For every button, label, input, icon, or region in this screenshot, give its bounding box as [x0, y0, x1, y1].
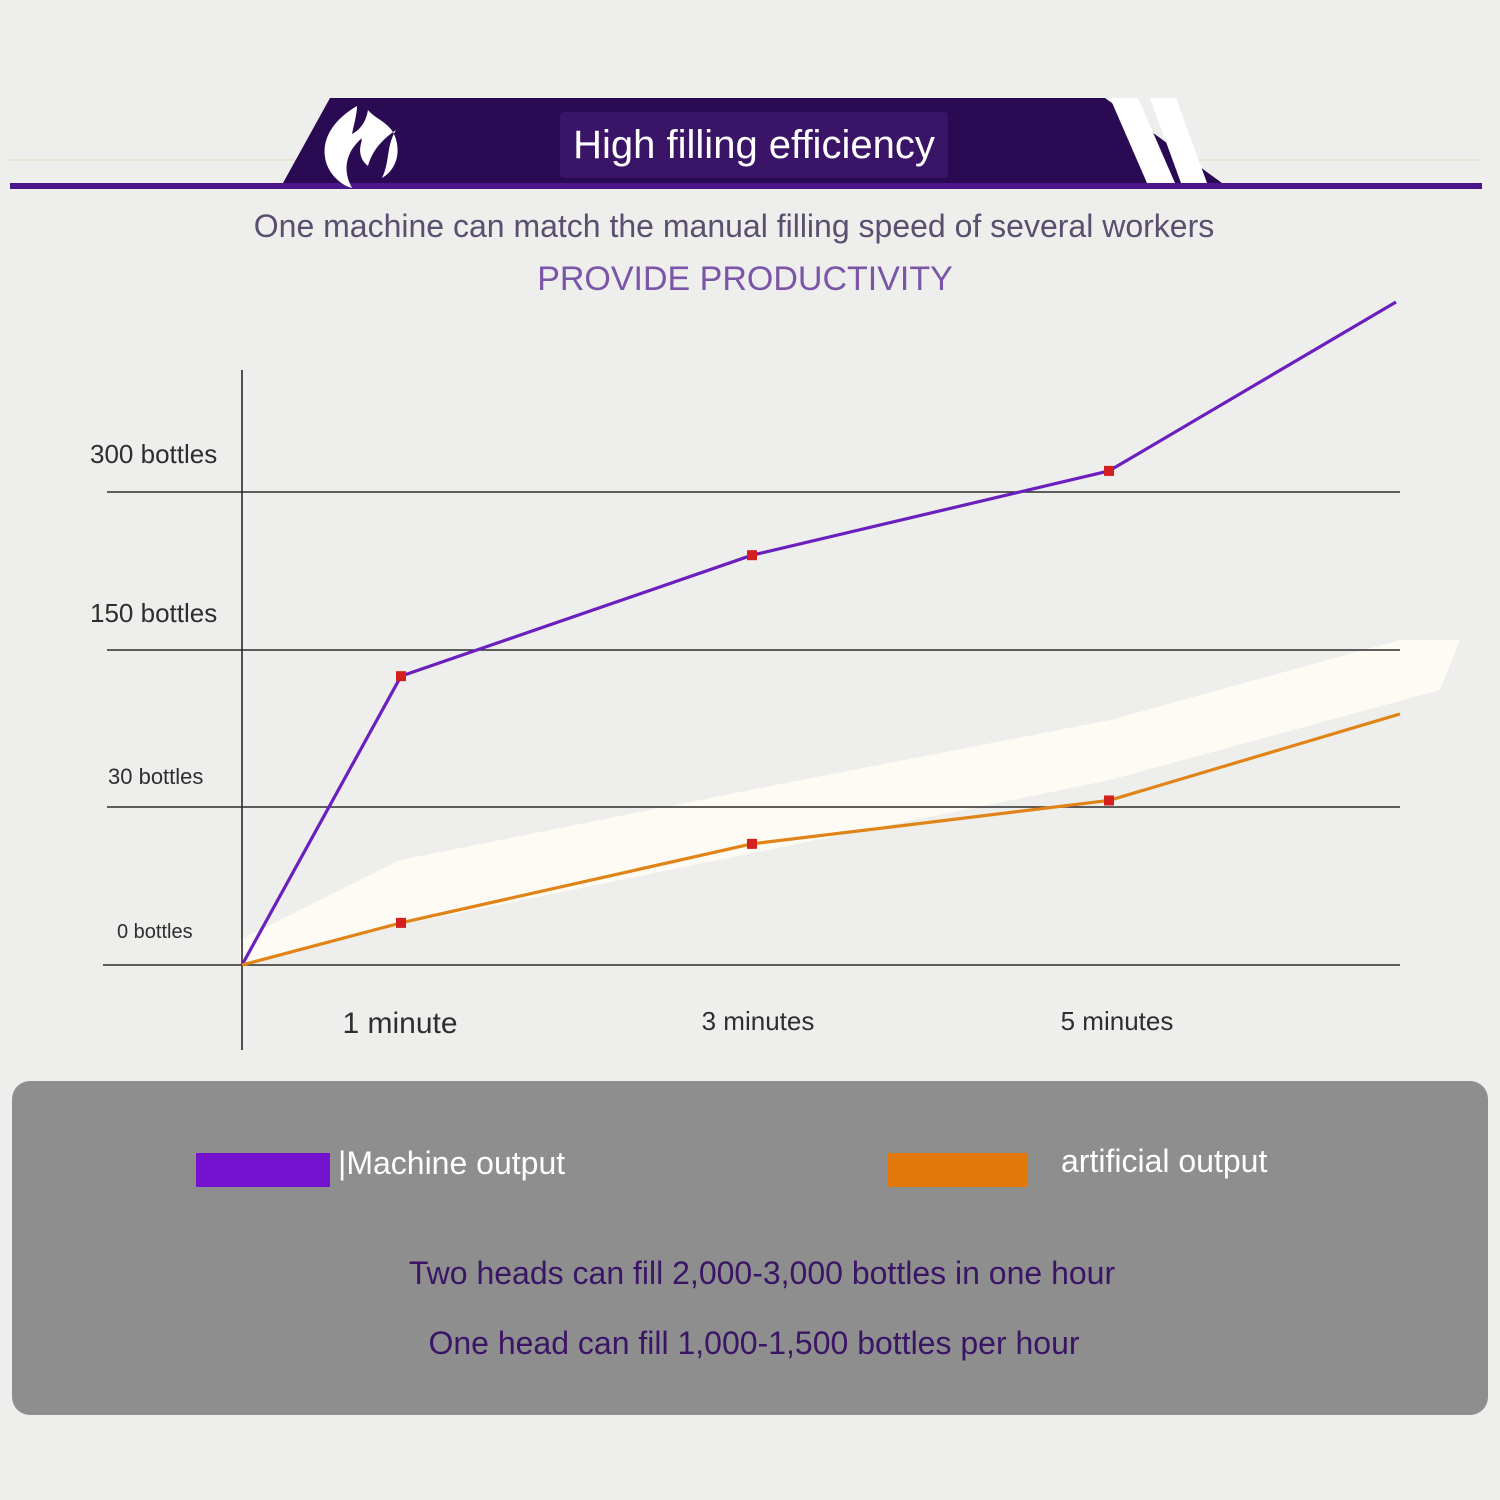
header-stripe: [1150, 98, 1207, 183]
data-point-marker: [396, 671, 406, 682]
header-stripe: [1110, 98, 1175, 183]
page-title: High filling efficiency: [560, 112, 948, 178]
legend-swatch-machine: [196, 1153, 330, 1187]
page-tagline: PROVIDE PRODUCTIVITY: [537, 260, 953, 298]
y-tick-label: 0 bottles: [117, 921, 193, 943]
x-tick-label: 3 minutes: [702, 1006, 815, 1036]
y-tick-label: 150 bottles: [90, 598, 217, 628]
note-one-head: One head can fill 1,000-1,500 bottles pe…: [428, 1325, 1080, 1361]
x-tick-label: 5 minutes: [1061, 1006, 1174, 1036]
legend-swatch-manual: [888, 1153, 1028, 1187]
flame-logo-icon: [324, 106, 398, 188]
chart-highlight: [240, 640, 1460, 965]
data-point-marker: [747, 838, 757, 849]
legend-label-machine: |Machine output: [338, 1145, 566, 1181]
y-tick-label: 30 bottles: [108, 764, 203, 789]
legend-panel: |Machine output artificial output Two he…: [12, 1081, 1488, 1415]
note-two-heads: Two heads can fill 2,000-3,000 bottles i…: [408, 1255, 1116, 1291]
output-line-chart: 0 bottles 30 bottles 150 bottles 300 bottle…: [90, 300, 1460, 1050]
data-point-marker: [747, 550, 757, 561]
page-subtitle: One machine can match the manual filling…: [253, 208, 1215, 244]
series-line-artificial: [241, 712, 1401, 967]
y-tick-label: 300 bottles: [90, 439, 217, 469]
data-point-marker: [1104, 465, 1114, 476]
legend-label-manual: artificial output: [1061, 1143, 1268, 1179]
header-underline: [10, 183, 1482, 189]
x-tick-label: 1 minute: [342, 1007, 457, 1040]
data-point-marker: [396, 917, 406, 928]
data-point-marker: [1104, 795, 1114, 806]
